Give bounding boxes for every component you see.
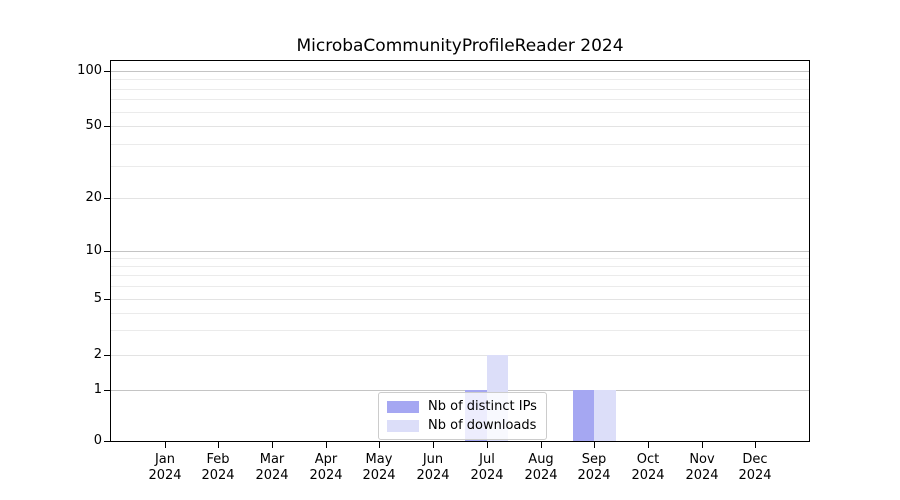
gridline-6 [111,285,809,287]
y-tick-mark-20 [104,198,110,199]
legend-item-downloads: Nb of downloads [387,417,537,434]
y-tick-mark-50 [104,126,110,127]
x-tick-mark-nov [702,442,703,448]
x-tick-mark-jan [165,442,166,448]
x-tick-label-nov: Nov 2024 [685,452,719,483]
y-tick-mark-5 [104,299,110,300]
x-tick-mark-dec [755,442,756,448]
x-tick-label-apr: Apr 2024 [309,452,343,483]
y-tick-mark-2 [104,355,110,356]
legend-label-downloads: Nb of downloads [428,418,537,433]
y-tick-label-2: 2 [93,347,102,362]
bar-sep-downloads [594,390,616,441]
gridline-5 [111,298,809,300]
gridline-8 [111,265,809,267]
y-tick-label-100: 100 [77,63,102,78]
x-tick-mark-sep [594,442,595,448]
x-tick-label-mar: Mar 2024 [255,452,289,483]
grid-layer [111,61,809,441]
x-tick-mark-aug [541,442,542,448]
bars-layer [111,61,809,441]
y-tick-label-10: 10 [85,243,102,258]
bar-sep-distinct-ips [572,390,595,441]
legend: Nb of distinct IPs Nb of downloads [378,392,547,440]
y-tick-label-5: 5 [93,291,102,306]
y-tick-label-20: 20 [85,190,102,205]
gridline-1 [111,389,809,391]
x-tick-label-oct: Oct 2024 [631,452,665,483]
x-tick-mark-oct [648,442,649,448]
legend-label-distinct-ips: Nb of distinct IPs [428,399,537,414]
gridline-4 [111,312,809,314]
gridline-9 [111,257,809,259]
y-tick-label-1: 1 [93,382,102,397]
gridline-60 [111,111,809,113]
gridline-7 [111,274,809,276]
x-tick-mark-jul [487,442,488,448]
x-tick-label-may: May 2024 [362,452,396,483]
legend-item-distinct-ips: Nb of distinct IPs [387,398,537,415]
y-tick-mark-100 [104,71,110,72]
x-tick-mark-mar [272,442,273,448]
legend-swatch-distinct-ips-icon [387,400,419,413]
gridline-70 [111,98,809,100]
x-tick-label-jul: Jul 2024 [470,452,504,483]
gridline-100 [111,70,809,72]
x-tick-label-aug: Aug 2024 [524,452,558,483]
x-tick-label-feb: Feb 2024 [201,452,235,483]
x-tick-label-jun: Jun 2024 [416,452,450,483]
gridline-2 [111,354,809,356]
y-tick-mark-1 [104,390,110,391]
gridline-80 [111,88,809,90]
gridline-40 [111,143,809,145]
x-tick-mark-jun [433,442,434,448]
gridline-20 [111,197,809,199]
gridline-90 [111,78,809,80]
x-tick-label-jan: Jan 2024 [148,452,182,483]
y-tick-mark-0 [104,441,110,442]
legend-swatch-downloads-icon [387,419,419,432]
y-tick-mark-10 [104,251,110,252]
gridline-3 [111,329,809,331]
plot-area: Nb of distinct IPs Nb of downloads [110,60,810,442]
x-tick-mark-may [379,442,380,448]
chart-title: MicrobaCommunityProfileReader 2024 [296,36,624,56]
x-tick-label-dec: Dec 2024 [738,452,772,483]
x-tick-mark-feb [218,442,219,448]
gridline-10 [111,250,809,252]
y-tick-label-0: 0 [93,433,102,448]
x-tick-mark-apr [326,442,327,448]
y-tick-label-50: 50 [85,118,102,133]
gridline-30 [111,165,809,167]
x-tick-label-sep: Sep 2024 [577,452,611,483]
gridline-50 [111,125,809,127]
